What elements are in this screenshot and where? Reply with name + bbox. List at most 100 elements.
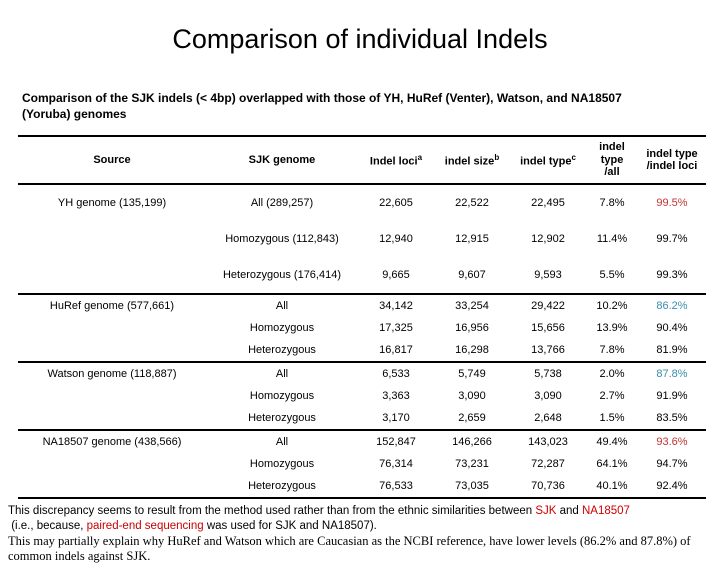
cell-type_all: 13.9%	[596, 322, 628, 335]
cell-type_loci: 99.7%	[656, 233, 688, 246]
table-caption: Comparison of the SJK indels (< 4bp) ove…	[22, 91, 622, 121]
cell-type_loci: 81.9%	[656, 344, 688, 357]
cell-type_loci: 86.2%	[656, 300, 688, 313]
column-header: indel typec	[520, 152, 576, 168]
cell-loci: 34,142	[379, 300, 413, 313]
footnote-text: (i.e., because,	[8, 519, 87, 532]
cell-type: 3,090	[534, 390, 562, 403]
cell-type: 13,766	[531, 344, 565, 357]
table-row: Heterozygous 3,170 2,659 2,648 1.5% 83.5%	[18, 407, 706, 430]
page-title: Comparison of individual Indels	[172, 24, 548, 54]
genome-section: NA18507 genome (438,566) All 152,847 146,26…	[18, 430, 706, 499]
cell-sjk: Homozygous	[249, 322, 315, 335]
cell-type: 29,422	[531, 300, 565, 313]
cell-sjk: All (289,257)	[250, 197, 314, 210]
table-row: Heterozygous 16,817 16,298 13,766 7.8% 81.9%	[18, 339, 706, 362]
table-row: YH genome (135,199) All (289,257) 22,605 22…	[18, 184, 706, 221]
footnote-line: This discrepancy seems to result from th…	[8, 504, 710, 519]
footnote: This discrepancy seems to result from th…	[8, 504, 710, 565]
cell-sjk: Homozygous	[249, 458, 315, 471]
cell-size: 2,659	[458, 412, 486, 425]
cell-loci: 12,940	[379, 233, 413, 246]
footnote-text: This discrepancy seems to result from th…	[8, 505, 536, 518]
cell-type_loci: 99.3%	[656, 269, 688, 282]
cell-type_loci: 91.9%	[656, 390, 688, 403]
table-row: HuRef genome (577,661) All 34,142 33,254 29,…	[18, 294, 706, 317]
cell-type_all: 1.5%	[599, 412, 625, 425]
cell-type: 2,648	[534, 412, 562, 425]
column-header: Indel locia	[369, 152, 423, 168]
cell-loci: 76,533	[379, 480, 413, 493]
cell-type_all: 10.2%	[596, 300, 628, 313]
cell-sjk: Heterozygous	[248, 412, 316, 425]
footnote-line: (i.e., because, paired-end sequencing wa…	[8, 519, 710, 534]
cell-type_loci: 87.8%	[656, 368, 688, 381]
highlighted-term: NA18507	[582, 505, 630, 518]
cell-type_loci: 93.6%	[656, 436, 688, 449]
column-header: indel sizeb	[444, 152, 500, 168]
cell-type_loci: 90.4%	[656, 322, 688, 335]
cell-type_all: 5.5%	[599, 269, 625, 282]
cell-sjk: Homozygous	[249, 390, 315, 403]
cell-loci: 16,817	[379, 344, 413, 357]
footnote-text: was used for SJK and NA18507).	[203, 519, 377, 532]
cell-sjk: Heterozygous (176,414)	[222, 269, 341, 282]
cell-type: 15,656	[531, 322, 565, 335]
cell-type: 5,738	[534, 368, 562, 381]
column-header: indel type/all	[599, 141, 625, 179]
cell-loci: 6,533	[382, 368, 410, 381]
slide: Comparison of individual Indels Comparis…	[8, 24, 706, 563]
cell-size: 73,231	[455, 458, 489, 471]
cell-type_loci: 83.5%	[656, 412, 688, 425]
cell-loci: 9,665	[382, 269, 410, 282]
footnote-line: This may partially explain why HuRef and…	[8, 534, 710, 565]
cell-type_loci: 99.5%	[656, 197, 688, 210]
cell-loci: 3,363	[382, 390, 410, 403]
table-row: Homozygous 17,325 16,956 15,656 13.9% 90.4%	[18, 317, 706, 339]
cell-size: 16,298	[455, 344, 489, 357]
cell-size: 5,749	[458, 368, 486, 381]
source-cell: NA18507 genome (438,566)	[42, 436, 182, 449]
table-row: Homozygous 76,314 73,231 72,287 64.1% 94.7%	[18, 453, 706, 475]
cell-sjk: Homozygous (112,843)	[225, 233, 339, 246]
cell-sjk: All	[275, 436, 289, 449]
source-cell: YH genome (135,199)	[57, 197, 167, 210]
highlighted-term: paired-end sequencing	[86, 519, 204, 532]
header-row: Source SJK genome Indel locia indel sizeb in…	[18, 136, 706, 185]
cell-type_all: 2.0%	[599, 368, 625, 381]
cell-type: 22,495	[531, 197, 565, 210]
cell-type_all: 11.4%	[596, 233, 628, 246]
footnote-text: and	[556, 505, 582, 518]
column-header: indel type/indel loci	[646, 147, 698, 173]
cell-loci: 17,325	[379, 322, 413, 335]
cell-loci: 22,605	[379, 197, 413, 210]
table-row: Homozygous 3,363 3,090 3,090 2.7% 91.9%	[18, 385, 706, 407]
comparison-table: Source SJK genome Indel locia indel sizeb in…	[18, 135, 706, 499]
cell-sjk: All	[275, 368, 289, 381]
cell-type_all: 40.1%	[596, 480, 628, 493]
cell-size: 16,956	[455, 322, 489, 335]
cell-type_all: 7.8%	[599, 197, 625, 210]
cell-size: 9,607	[458, 269, 486, 282]
source-cell: Watson genome (118,887)	[47, 368, 177, 381]
cell-type_loci: 94.7%	[656, 458, 688, 471]
genome-section: YH genome (135,199) All (289,257) 22,605 22…	[18, 184, 706, 295]
cell-size: 73,035	[455, 480, 489, 493]
cell-size: 22,522	[455, 197, 489, 210]
cell-type_all: 2.7%	[599, 390, 625, 403]
cell-type: 72,287	[531, 458, 565, 471]
cell-type: 70,736	[531, 480, 565, 493]
cell-size: 12,915	[455, 233, 489, 246]
table-row: Watson genome (118,887) All 6,533 5,749 5,73…	[18, 362, 706, 385]
cell-type_all: 49.4%	[596, 436, 628, 449]
cell-type: 143,023	[528, 436, 568, 449]
cell-type_all: 7.8%	[599, 344, 625, 357]
table-row: NA18507 genome (438,566) All 152,847 146,26…	[18, 430, 706, 453]
cell-type: 12,902	[531, 233, 565, 246]
source-cell: HuRef genome (577,661)	[49, 300, 175, 313]
cell-size: 3,090	[458, 390, 486, 403]
cell-sjk: Heterozygous	[248, 344, 316, 357]
genome-section: HuRef genome (577,661) All 34,142 33,254 29,…	[18, 294, 706, 363]
cell-type_loci: 92.4%	[656, 480, 688, 493]
cell-loci: 76,314	[379, 458, 413, 471]
